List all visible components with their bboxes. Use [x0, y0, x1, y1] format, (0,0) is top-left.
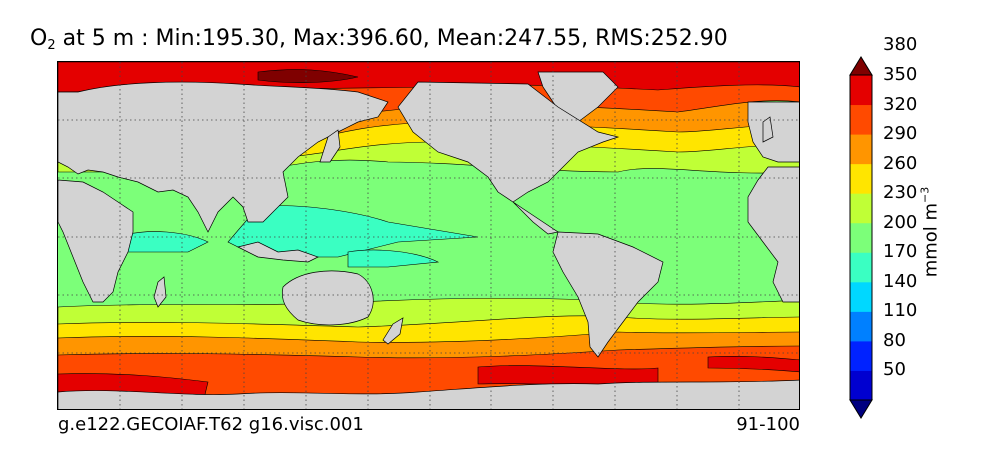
colorbar-segment — [850, 340, 872, 371]
colorbar-segment — [850, 222, 872, 253]
colorbar-extend-high — [849, 56, 873, 76]
colorbar-segment — [850, 252, 872, 283]
colorbar-tick-label: 320 — [883, 93, 918, 115]
case-name-label: g.e122.GECOIAF.T62 g16.visc.001 — [58, 414, 364, 435]
land-indonesia — [236, 241, 319, 263]
land-madagascar — [153, 276, 167, 308]
colorbar-tick-label: 170 — [883, 241, 918, 263]
colorbar-tick-label: 140 — [883, 270, 918, 292]
colorbar-segment — [850, 163, 872, 194]
land-africa-east — [747, 166, 799, 303]
land-europe-east — [747, 101, 799, 163]
plot-title: O2 at 5 m : Min:195.30, Max:396.60, Mean… — [30, 26, 728, 53]
colorbar-segments — [849, 56, 873, 419]
land-new-zealand — [382, 317, 404, 345]
colorbar-tick-label: 260 — [883, 152, 918, 174]
colorbar-tick-label: 50 — [883, 359, 906, 381]
colorbar-tick-label: 230 — [883, 182, 918, 204]
land-eurasia — [58, 81, 389, 233]
colorbar — [849, 56, 873, 419]
colorbar-tick-label: 290 — [883, 123, 918, 145]
colorbar-tick-label: 110 — [883, 300, 918, 322]
land-mass — [58, 71, 799, 409]
contour-band-170-200-east-pacific — [347, 249, 440, 268]
land-north-america — [397, 81, 620, 203]
map-canvas — [58, 62, 799, 409]
contour-band-gt380-arctic — [257, 69, 359, 83]
land-africa — [58, 179, 134, 303]
colorbar-tick-label: 80 — [883, 329, 906, 351]
colorbar-frame — [849, 74, 873, 401]
land-australia — [281, 270, 374, 326]
colorbar-tick-label: 200 — [883, 211, 918, 233]
land-japan — [319, 129, 341, 163]
colorbar-segment — [850, 281, 872, 312]
colorbar-tick-label: 350 — [883, 64, 918, 85]
colorbar-segment — [850, 75, 872, 106]
colorbar-units-label: mmol m−3 — [918, 186, 942, 278]
colorbar-extend-low — [849, 399, 873, 419]
years-label: 91-100 — [736, 414, 800, 435]
colorbar-segment — [850, 370, 872, 401]
ocean-oxygen-map — [57, 61, 800, 410]
land-antarctica — [58, 379, 799, 409]
colorbar-segment — [850, 104, 872, 135]
colorbar-tick-label: 380 — [883, 34, 918, 56]
colorbar-segment — [850, 311, 872, 342]
colorbar-segment — [850, 134, 872, 165]
colorbar-segment — [850, 193, 872, 224]
land-uk — [762, 116, 774, 143]
land-south-america — [552, 231, 664, 358]
